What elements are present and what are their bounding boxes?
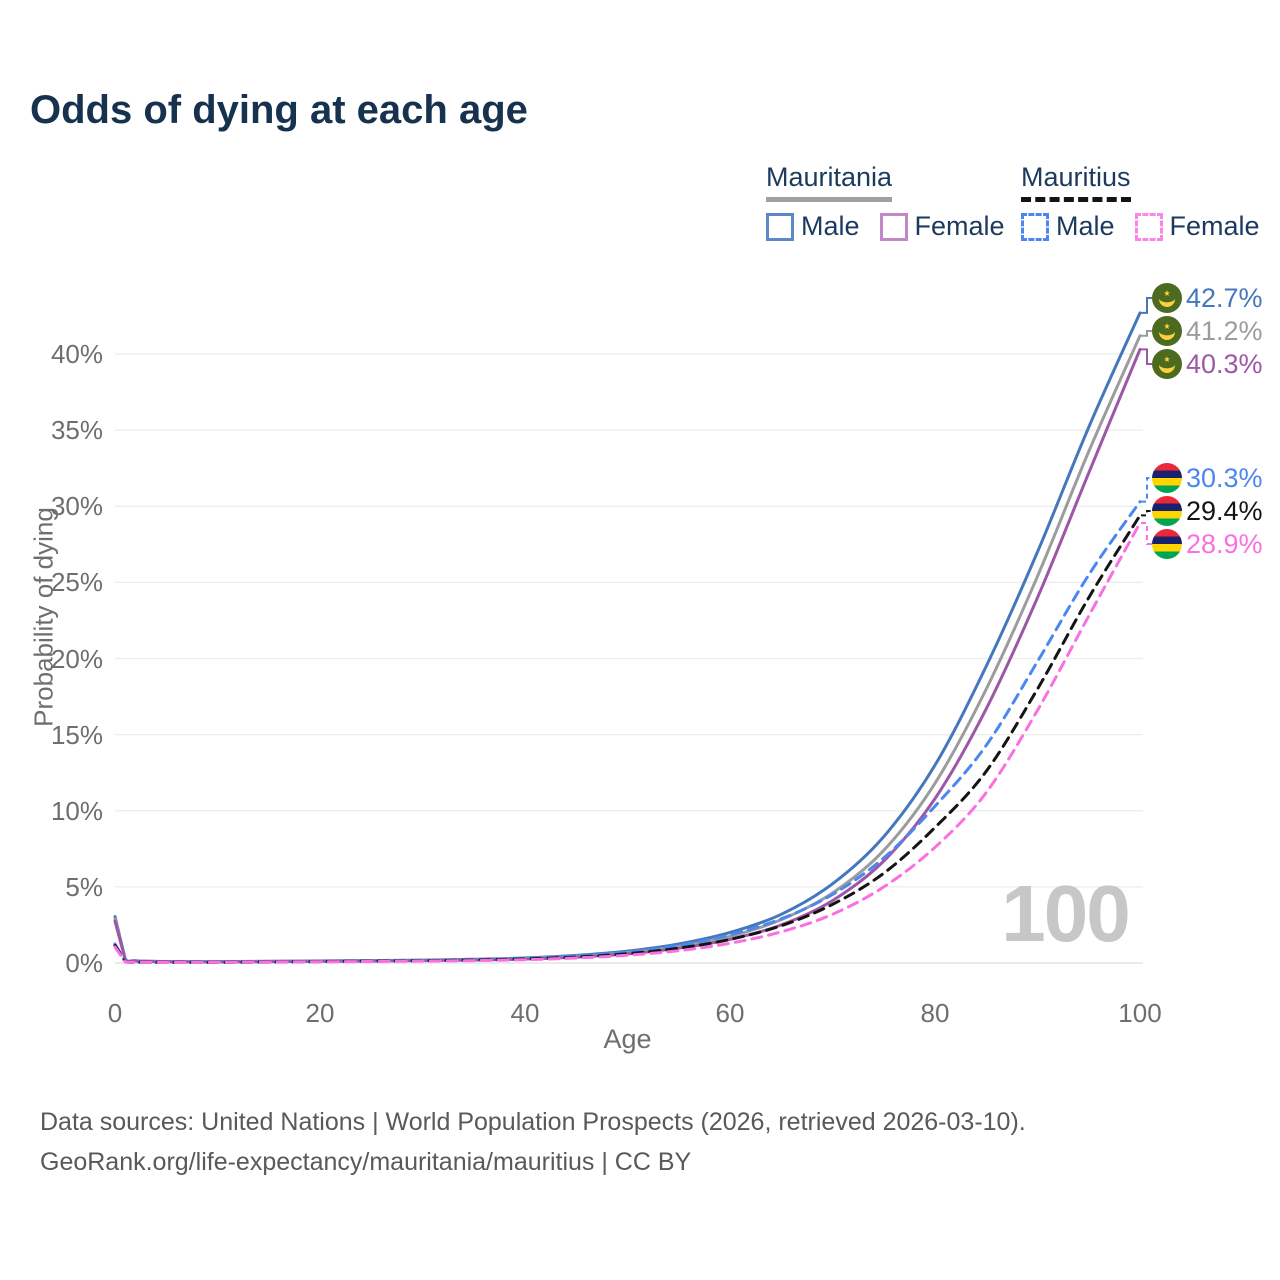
x-tick-label: 20: [305, 998, 335, 1028]
mauritania-flag-icon: [1152, 316, 1182, 346]
y-tick-label: 10%: [50, 795, 103, 826]
series-line-mauritania-male: [113, 311, 1142, 964]
legend-country-mauritania[interactable]: Mauritania: [766, 162, 893, 202]
legend-item-label: Male: [801, 211, 860, 241]
series-end-label: 29.4%: [1186, 496, 1263, 526]
label-connector: [1141, 510, 1152, 517]
y-tick-label: 15%: [50, 719, 103, 750]
label-connector: [1141, 330, 1152, 337]
x-tick-label: 60: [715, 998, 745, 1028]
legend-group-mauritius: Mauritius Male Female: [1021, 162, 1280, 242]
legend-swatch-female-solid-icon: [879, 212, 908, 241]
label-connector: [1141, 477, 1152, 503]
source-attribution: Data sources: United Nations | World Pop…: [40, 1102, 1026, 1182]
y-tick-label: 35%: [50, 415, 103, 446]
y-tick-label: 30%: [50, 491, 103, 522]
legend-item-mauritius-male[interactable]: Male: [1021, 211, 1115, 242]
series-end-label: 42.7%: [1186, 283, 1263, 313]
legend-group-mauritania: Mauritania Male Female: [766, 162, 1025, 242]
mauritius-flag-icon: [1152, 529, 1182, 559]
legend-swatch-male-solid-icon: [766, 212, 794, 241]
legend-country-mauritius[interactable]: Mauritius: [1021, 162, 1131, 202]
legend-item-mauritania-female[interactable]: Female: [879, 211, 1005, 242]
age-watermark: 100: [1001, 869, 1130, 958]
y-tick-label: 25%: [50, 567, 103, 598]
legend-item-label: Male: [1056, 211, 1115, 241]
mauritania-flag-icon: [1152, 349, 1182, 379]
x-tick-label: 80: [920, 998, 950, 1028]
series-line-mauritania-female: [113, 347, 1142, 964]
y-tick-label: 40%: [50, 339, 103, 369]
series-line-mauritius-female: [113, 521, 1142, 965]
x-tick-label: 40: [510, 998, 540, 1028]
data-sources-line: Data sources: United Nations | World Pop…: [40, 1108, 1026, 1136]
series-end-label: 41.2%: [1186, 316, 1263, 346]
legend-item-mauritius-female[interactable]: Female: [1134, 211, 1260, 242]
license-line: GeoRank.org/life-expectancy/mauritania/m…: [40, 1148, 692, 1176]
y-tick-label: 20%: [50, 643, 103, 674]
mauritania-flag-icon: [1152, 283, 1182, 313]
legend-item-mauritania-male[interactable]: Male: [766, 211, 860, 242]
legend-item-label: Female: [1169, 211, 1260, 241]
series-end-label: 40.3%: [1186, 349, 1263, 379]
label-connector: [1141, 521, 1152, 545]
y-tick-label: 0%: [65, 948, 103, 978]
y-axis-title: Probability of dying: [28, 507, 59, 727]
label-connector: [1141, 297, 1152, 314]
mauritius-flag-icon: [1152, 463, 1182, 493]
y-tick-label: 5%: [65, 871, 103, 902]
legend-swatch-female-dashed-icon: [1134, 212, 1163, 241]
legend-item-label: Female: [914, 211, 1005, 241]
series-end-label: 30.3%: [1186, 463, 1263, 493]
x-axis-title: Age: [603, 1024, 652, 1054]
label-connector: [1141, 348, 1152, 365]
x-tick-label: 0: [107, 998, 123, 1028]
mauritius-flag-icon: [1152, 496, 1182, 526]
page-title: Odds of dying at each age: [30, 88, 528, 132]
x-tick-label: 100: [1118, 998, 1162, 1028]
series-end-label: 28.9%: [1186, 529, 1263, 559]
series-line-mauritius-male: [113, 500, 1142, 964]
legend-swatch-male-dashed-icon: [1021, 212, 1049, 241]
